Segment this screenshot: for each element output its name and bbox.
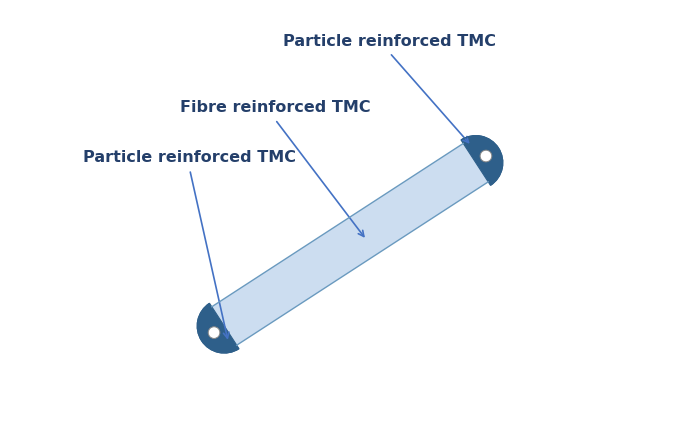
Wedge shape [461, 135, 503, 185]
Circle shape [480, 150, 492, 162]
Text: Particle reinforced TMC: Particle reinforced TMC [283, 34, 496, 49]
Circle shape [208, 327, 220, 338]
Text: Fibre reinforced TMC: Fibre reinforced TMC [180, 100, 370, 115]
Polygon shape [212, 143, 488, 345]
Wedge shape [197, 303, 239, 353]
Text: Particle reinforced TMC: Particle reinforced TMC [83, 150, 296, 165]
